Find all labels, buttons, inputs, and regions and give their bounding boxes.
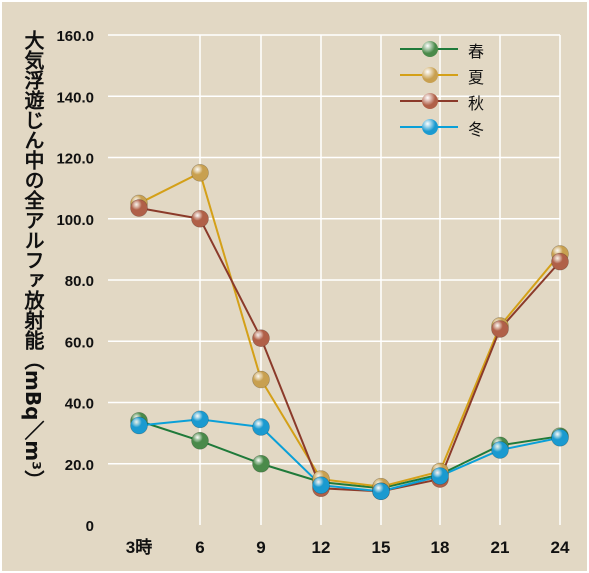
x-tick-label: 3時 (126, 537, 152, 557)
series-line (138, 419, 561, 490)
legend-marker (422, 119, 438, 135)
x-tick-label: 18 (431, 538, 450, 557)
series-line (138, 418, 561, 493)
legend-label: 冬 (468, 120, 485, 139)
data-point (252, 370, 270, 389)
x-tick-label: 21 (491, 538, 510, 557)
data-point (191, 431, 209, 450)
data-point (130, 416, 148, 435)
legend-marker (422, 41, 438, 57)
legend-item: 秋 (400, 88, 510, 114)
x-tick-label: 24 (551, 538, 570, 557)
legend-item: 冬 (400, 114, 510, 140)
legend: 春夏秋冬 (400, 36, 510, 140)
x-tick-label: 6 (195, 538, 204, 557)
data-point (191, 410, 209, 429)
data-point (431, 467, 449, 485)
y-tick-label: 100.0 (56, 212, 94, 229)
data-point (312, 476, 330, 494)
y-tick-label: 0 (86, 518, 94, 535)
series-line (138, 171, 561, 488)
series-line (138, 207, 561, 493)
x-tick-label: 12 (312, 538, 331, 557)
data-point (191, 209, 209, 228)
legend-marker (422, 67, 438, 83)
data-point (491, 320, 509, 338)
y-tick-label: 160.0 (56, 28, 94, 45)
data-point (130, 199, 148, 217)
legend-marker (422, 93, 438, 109)
legend-label: 秋 (468, 94, 485, 113)
data-point (252, 454, 270, 473)
y-axis-label: 大気浮遊じん中の全アルファ放射能（mBq／m³） (21, 30, 45, 490)
data-point (191, 164, 209, 182)
y-tick-label: 20.0 (65, 457, 94, 474)
y-tick-label: 140.0 (56, 89, 94, 106)
x-tick-label: 9 (256, 538, 265, 557)
legend-item: 夏 (400, 62, 510, 88)
data-point (551, 428, 569, 447)
legend-item: 春 (400, 36, 510, 62)
y-tick-label: 120.0 (56, 151, 94, 168)
legend-label: 夏 (468, 68, 485, 87)
x-tick-label: 15 (372, 538, 391, 557)
y-tick-label: 80.0 (65, 273, 94, 290)
y-tick-label: 60.0 (65, 334, 94, 351)
data-point (252, 418, 270, 436)
y-tick-label: 40.0 (65, 396, 94, 413)
data-point (491, 441, 509, 459)
data-point (372, 482, 390, 501)
data-point (551, 252, 569, 271)
data-point (252, 329, 270, 347)
legend-label: 春 (468, 42, 485, 61)
